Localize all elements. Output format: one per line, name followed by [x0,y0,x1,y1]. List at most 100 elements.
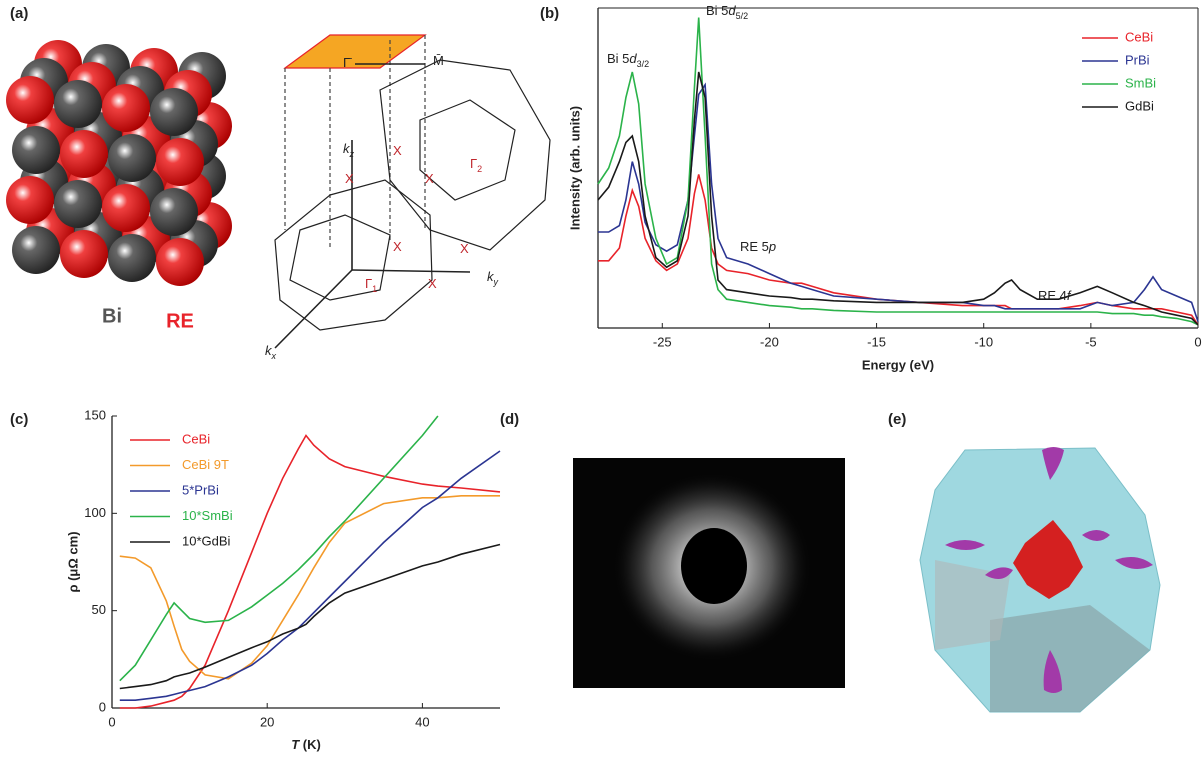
panel-label: (c) [10,411,28,428]
text-part: 1 [372,284,377,294]
text-part: Γ [365,276,372,291]
text-part: Γ [470,156,477,171]
annotation: Bi 5d5/2 [706,3,748,21]
atom-label: Bi [102,305,122,327]
atom [12,126,60,174]
atom [60,130,108,178]
bz-label: Γ̄ [343,55,352,70]
x-tick-label: -15 [867,334,886,349]
text-part: X [393,239,402,254]
legend-label: CeBi [1125,29,1153,44]
text-part: RE 4 [1038,288,1067,303]
atom [6,176,54,224]
atom [156,138,204,186]
legend-label: PrBi [1125,52,1150,67]
atom [102,84,150,132]
text-part: d [629,51,637,66]
text-part: X [393,143,402,158]
x-tick-label: 20 [260,714,274,729]
y-tick-label: 50 [92,602,106,617]
atom [60,230,108,278]
atom [102,184,150,232]
fermi-surface [919,447,1161,713]
text-part: z [349,149,355,159]
text-part: (K) [299,737,321,752]
text-part: 3/2 [637,59,650,69]
atom [54,80,102,128]
legend-label: CeBi 9T [182,457,229,472]
data-line [598,82,1199,322]
bz-label: Γ2 [470,156,482,174]
legend-label: SmBi [1125,75,1156,90]
bz-label: X [393,143,402,158]
text-part: T [291,737,300,752]
legend-label: CeBi [182,431,210,446]
panel-label: (e) [888,411,906,428]
y-axis-label: ρ (μΩ cm) [65,531,80,592]
bz-label: X [345,171,354,186]
bz-label: kz [343,141,355,159]
text-part: M̄ [433,53,444,68]
data-line [119,434,501,709]
text-part: X [460,241,469,256]
brillouin-zone [274,34,551,349]
y-tick-label: 100 [84,505,106,520]
text-part: k [265,343,273,358]
text-part: 5/2 [736,11,749,21]
bz-label: X [393,239,402,254]
x-axis-label: Energy (eV) [862,357,934,372]
bz-label: kx [265,343,277,361]
data-line [597,17,1199,326]
data-line [597,71,1199,326]
x-tick-label: -5 [1085,334,1097,349]
text-part: X [425,171,434,186]
text-part: X [345,171,354,186]
text-part: 2 [477,164,482,174]
legend-label: 10*GdBi [182,533,231,548]
atom [150,88,198,136]
text-part: Bi 5 [706,3,728,18]
data-line [119,415,439,682]
legend-label: 5*PrBi [182,482,219,497]
y-axis-label: Intensity (arb. units) [567,106,582,230]
data-line [119,543,501,690]
y-tick-label: 150 [84,407,106,422]
bz-label: X [425,171,434,186]
data-line [119,450,501,701]
x-tick-label: 0 [108,714,115,729]
text-part: d [728,3,736,18]
text-part: Γ̄ [343,55,352,70]
text-part: RE 5 [740,239,769,254]
x-axis-label: T (K) [291,737,321,752]
text-part: Bi 5 [607,51,629,66]
atom [12,226,60,274]
x-tick-label: 0 [1194,334,1201,349]
text-part: X [428,276,437,291]
annotation: RE 5p [740,239,776,254]
legend-label: GdBi [1125,98,1154,113]
atom [6,76,54,124]
text-part: k [487,269,495,284]
text-part: y [493,277,499,287]
x-tick-label: 40 [415,714,429,729]
text-part: k [343,141,351,156]
bz-label: Γ1 [365,276,377,294]
y-tick-label: 0 [99,699,106,714]
x-tick-label: -10 [974,334,993,349]
crystal [6,40,232,286]
annotation: Bi 5d3/2 [607,51,649,69]
atom [108,234,156,282]
legend-label: 10*SmBi [182,508,233,523]
atom [108,134,156,182]
atom-label: RE [166,310,194,332]
panel-label: (d) [500,411,519,428]
text-part: x [271,351,277,361]
panel-label: (b) [540,5,559,22]
bz-label: X [428,276,437,291]
x-tick-label: -20 [760,334,779,349]
x-tick-label: -25 [653,334,672,349]
bz-label: ky [487,269,499,287]
atom [54,180,102,228]
beam-stop [681,528,747,604]
